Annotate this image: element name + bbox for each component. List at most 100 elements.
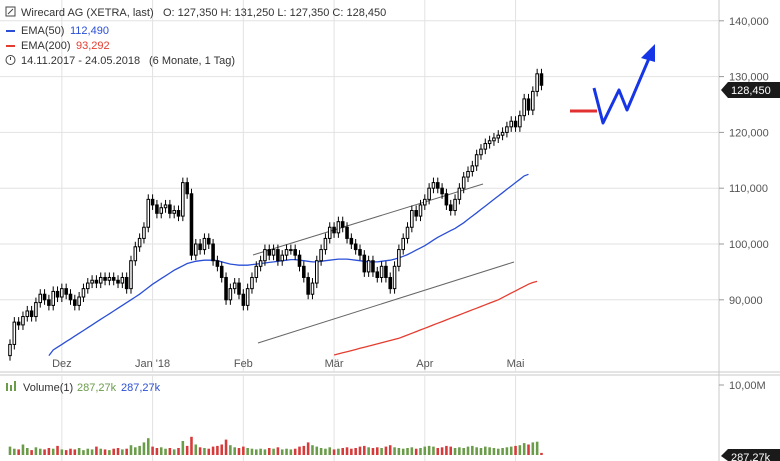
candle-down: [215, 260, 220, 267]
volume-bar: [501, 448, 504, 455]
volume-bar: [531, 442, 535, 455]
x-tick-labels: Dez Jan '18 Feb Mär Apr Mai: [52, 358, 524, 370]
candle-up: [280, 254, 285, 262]
volume-bar: [220, 444, 224, 455]
candle-up: [163, 204, 168, 209]
candle-up: [21, 316, 25, 326]
candle-down: [198, 243, 202, 251]
candle-up: [271, 249, 276, 256]
volume-bar: [375, 447, 379, 455]
volume-bar: [151, 446, 154, 455]
candle-up: [487, 140, 492, 145]
candle-up: [418, 204, 423, 217]
instrument-name: Wirecard AG (XETRA, last): [21, 7, 154, 19]
candle-down: [353, 243, 358, 251]
y-tick-labels: 90,000 100,000 110,000 120,000 130,000 140,00…: [719, 16, 769, 392]
candle-up: [258, 260, 263, 267]
volume-bar: [380, 448, 383, 455]
volume-bar: [272, 448, 275, 455]
candle-down: [388, 276, 393, 290]
candle-down: [168, 204, 172, 214]
volume-bar: [393, 447, 396, 455]
volume-bar: [134, 447, 137, 455]
volume-bar: [492, 448, 496, 455]
volume-bar: [505, 447, 509, 455]
candle-down: [47, 299, 51, 306]
candle-down: [414, 210, 418, 217]
candle-up: [427, 187, 431, 200]
volume-bar: [337, 448, 340, 455]
candle-down: [42, 293, 47, 301]
candle-up: [479, 148, 483, 156]
candle-up: [405, 226, 410, 239]
volume-bar: [216, 445, 219, 455]
candle-down: [219, 265, 224, 278]
candle-down: [513, 120, 518, 128]
volume-value-2: 287,27k: [121, 382, 161, 394]
candle-up: [323, 237, 328, 251]
volume-header: Volume(1) 287,27k 287,27k: [6, 381, 161, 394]
candle-up: [34, 302, 38, 318]
candle-up: [232, 282, 237, 290]
chart-type-icon[interactable]: [5, 6, 16, 17]
volume-bar: [518, 445, 522, 455]
ema50-legend-label: EMA(50): [21, 25, 64, 37]
volume-bar: [319, 448, 323, 455]
period-range: 14.11.2017 - 24.05.2018: [21, 55, 140, 67]
y-tick-label: 90,000: [729, 295, 763, 307]
volume-bar: [535, 441, 539, 455]
volume-bar: [345, 447, 349, 455]
candle-up: [181, 182, 185, 217]
candle-up: [8, 343, 12, 357]
y-tick-label: 130,000: [729, 72, 769, 84]
volume-bar: [47, 448, 51, 455]
volume-bar: [69, 448, 72, 455]
volume-bar: [263, 449, 267, 455]
volume-bar: [129, 445, 133, 455]
ema200-line: [333, 280, 538, 356]
forecast-arrow-line: [592, 55, 652, 125]
candle-down: [116, 279, 120, 284]
volume-bar: [99, 448, 103, 455]
volume-bar: [190, 436, 193, 455]
channel-lower-line: [257, 261, 515, 344]
volume-bar: [155, 448, 159, 455]
candle-up: [202, 237, 207, 251]
volume-bar: [358, 446, 362, 455]
candle-up: [401, 237, 405, 251]
volume-bar: [25, 448, 29, 455]
volume-label: Volume(1): [23, 382, 73, 394]
candle-up: [194, 243, 198, 256]
volume-bar: [401, 448, 405, 455]
volume-bar: [406, 448, 409, 455]
volume-bar: [64, 450, 68, 455]
volume-bar: [38, 448, 42, 455]
candle-up: [310, 282, 315, 295]
volume-bar: [324, 448, 327, 455]
candle-up: [336, 221, 341, 234]
candle-up: [397, 249, 401, 267]
x-tick-label: Mai: [507, 358, 525, 370]
candle-up: [509, 120, 514, 128]
volume-icon-bar-3: [14, 381, 16, 391]
ema200-legend-value: 93,292: [76, 40, 110, 52]
volume-bar: [103, 449, 107, 455]
candle-up: [107, 276, 112, 281]
volume-bar: [108, 450, 111, 455]
volume-bar: [8, 446, 12, 455]
candle-up: [228, 288, 233, 301]
candle-up: [410, 210, 414, 228]
candle-up: [60, 288, 64, 298]
volume-bar: [367, 447, 370, 455]
volume-bar: [363, 445, 366, 455]
volume-bar: [484, 446, 487, 455]
candle-down: [349, 237, 354, 245]
candle-down: [68, 293, 73, 301]
last-price-value: 128,450: [731, 85, 771, 97]
volume-bar: [267, 448, 271, 455]
ema50-series: [48, 173, 529, 356]
volume-bar: [458, 447, 461, 455]
period-note: (6 Monate, 1 Tag): [149, 55, 235, 67]
candle-up: [129, 260, 133, 290]
volume-bar: [198, 447, 202, 455]
